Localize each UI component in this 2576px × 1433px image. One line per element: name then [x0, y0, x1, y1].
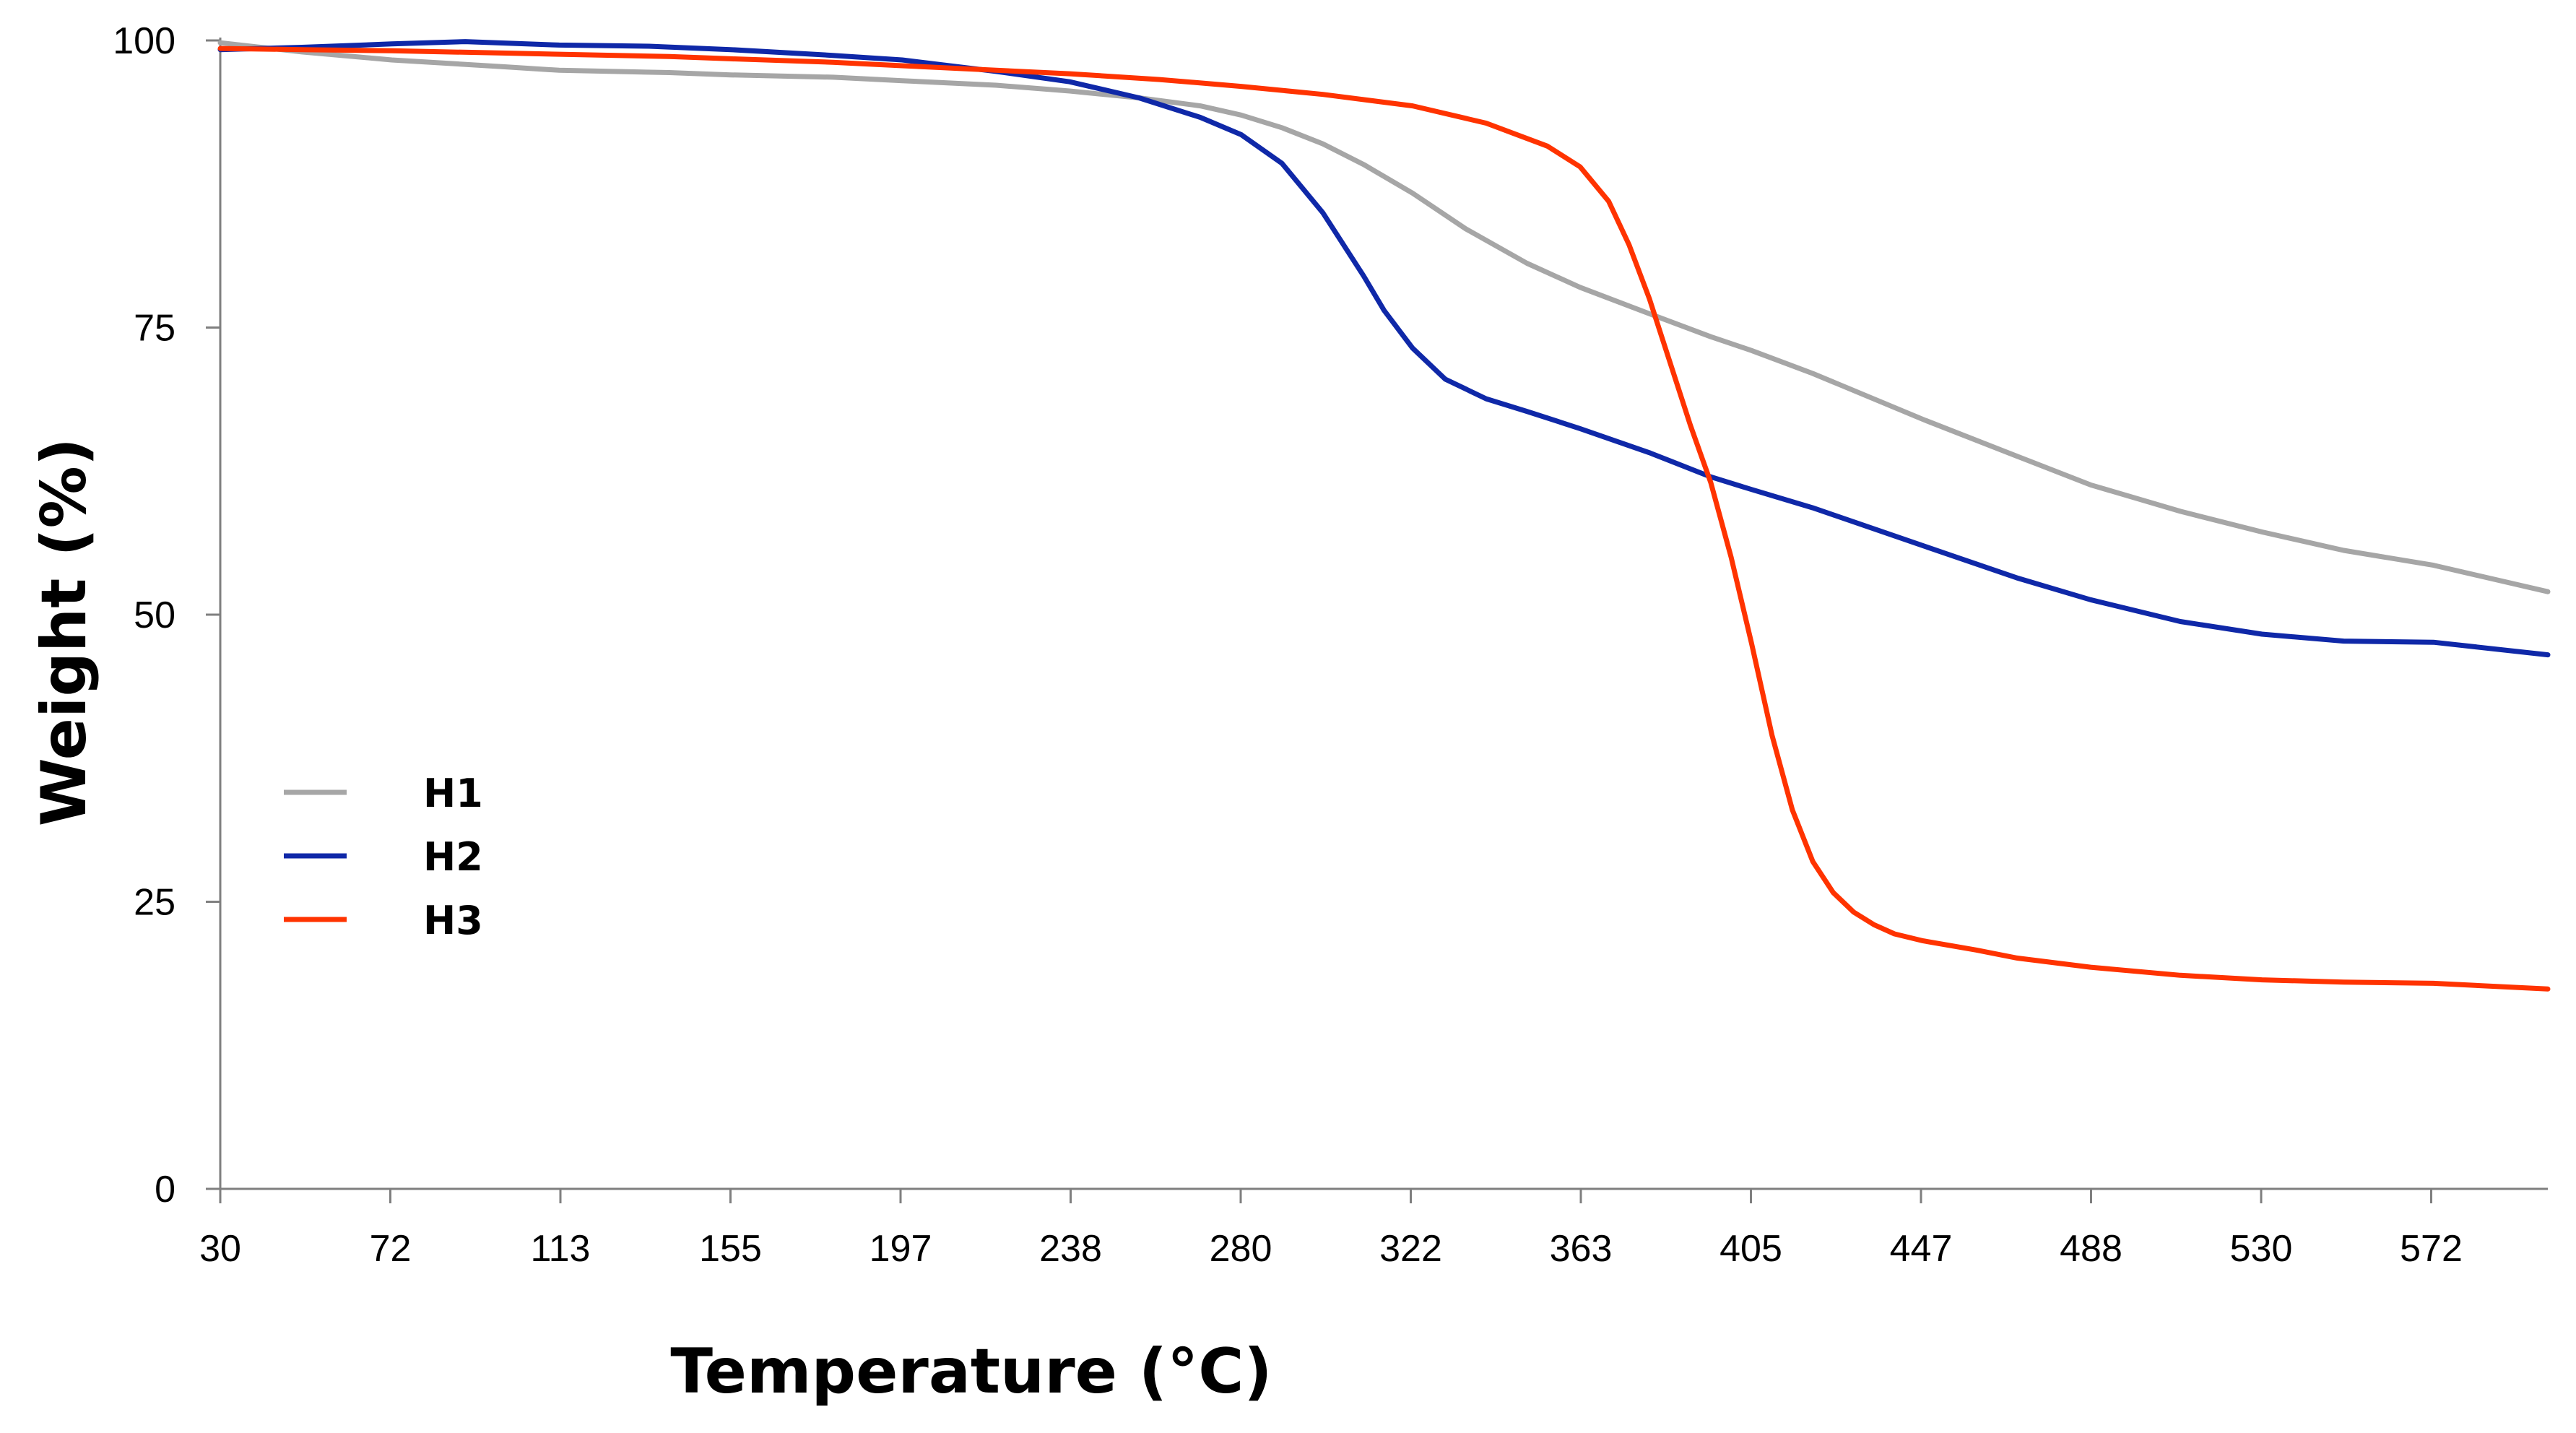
x-tick-label: 530: [2230, 1228, 2293, 1270]
series-line-h2: [217, 39, 2551, 658]
y-tick-label: 50: [134, 594, 175, 636]
x-tick-label: 488: [2060, 1228, 2122, 1270]
x-axis-title: Temperature (°C): [670, 1335, 1272, 1408]
y-axis-title: Weight (%): [28, 438, 100, 826]
y-tick-label: 0: [155, 1169, 175, 1211]
axes: [206, 38, 2548, 1203]
x-tick-label: 197: [869, 1228, 932, 1270]
legend-label-h2: H2: [423, 834, 483, 880]
y-tick-label: 100: [113, 20, 175, 62]
series-line-h1: [217, 40, 2551, 594]
x-tick-label: 72: [370, 1228, 412, 1270]
x-tick-label: 405: [1719, 1228, 1782, 1270]
x-tick-label: 30: [199, 1228, 241, 1270]
x-tick-label: 572: [2400, 1228, 2463, 1270]
legend: H1 H2 H3: [284, 771, 483, 943]
y-tick-label: 25: [134, 882, 175, 924]
series-lines: [217, 39, 2551, 992]
y-tick-labels: 0 25 50 75 100: [113, 20, 175, 1211]
y-tick-label: 75: [134, 308, 175, 350]
x-tick-label: 322: [1379, 1228, 1442, 1270]
series-line-h3: [217, 46, 2551, 992]
x-tick-label: 280: [1210, 1228, 1272, 1270]
x-tick-label: 238: [1039, 1228, 1102, 1270]
x-tick-label: 113: [531, 1228, 591, 1270]
x-tick-label: 447: [1890, 1228, 1953, 1270]
legend-label-h1: H1: [423, 771, 483, 816]
x-tick-label: 363: [1550, 1228, 1613, 1270]
x-tick-label: 155: [699, 1228, 762, 1270]
x-tick-labels: 30 72 113 155 197 238 280 322 363 405 447 488 530 572: [199, 1228, 2463, 1270]
legend-label-h3: H3: [423, 898, 483, 943]
